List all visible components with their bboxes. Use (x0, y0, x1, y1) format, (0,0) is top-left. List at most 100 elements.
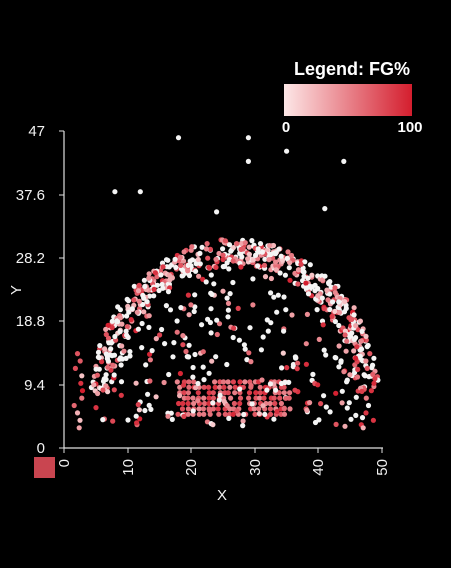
data-point (185, 400, 191, 407)
data-point (180, 400, 186, 407)
data-point (227, 411, 233, 417)
data-point (237, 386, 243, 392)
data-point (185, 390, 191, 396)
data-point (242, 346, 248, 352)
data-point (169, 416, 175, 422)
data-point (303, 280, 309, 286)
data-point (99, 359, 105, 365)
data-point (225, 314, 231, 320)
data-point (103, 331, 109, 338)
data-point (240, 423, 246, 429)
data-point (213, 354, 219, 360)
data-point (267, 381, 273, 387)
data-point (214, 209, 220, 215)
data-point (167, 307, 174, 313)
data-point (112, 189, 118, 195)
data-point (262, 411, 268, 417)
data-point (271, 294, 277, 300)
data-point (105, 364, 111, 370)
data-point (110, 418, 116, 424)
data-point (351, 305, 357, 311)
y-tick-label: 9.4 (24, 377, 45, 394)
data-point (336, 309, 342, 316)
data-point (185, 395, 191, 401)
data-point (135, 402, 141, 408)
data-point (276, 246, 282, 252)
data-point (79, 388, 86, 394)
data-point (175, 411, 181, 417)
data-point (315, 293, 321, 299)
data-point (246, 350, 252, 356)
data-point (322, 206, 328, 212)
data-point (118, 362, 124, 368)
data-point (353, 394, 359, 400)
data-point (172, 256, 178, 262)
data-point (332, 318, 338, 325)
data-point (228, 395, 234, 401)
data-point (253, 390, 259, 396)
data-point (124, 324, 130, 330)
data-point (363, 395, 369, 401)
data-point (225, 307, 231, 313)
data-point (339, 388, 345, 394)
data-point (330, 299, 336, 305)
data-point (123, 328, 129, 334)
y-tick-label: 37.6 (16, 187, 45, 204)
data-point (139, 345, 145, 351)
data-point (78, 380, 84, 386)
data-point (79, 373, 85, 379)
data-point (146, 271, 152, 277)
data-point (245, 135, 251, 141)
data-point (353, 355, 359, 361)
data-point (288, 252, 295, 259)
data-point (111, 372, 117, 378)
data-point (174, 379, 180, 385)
data-point (258, 347, 264, 353)
data-point (181, 249, 187, 255)
data-point (289, 312, 295, 318)
data-point (201, 384, 207, 390)
y-tick-label: 0 (37, 440, 45, 457)
data-point (105, 358, 111, 364)
data-point (185, 268, 191, 274)
data-point (195, 256, 201, 263)
data-point (339, 400, 345, 406)
data-point (215, 406, 221, 412)
data-point (363, 333, 369, 339)
data-point (303, 341, 309, 347)
data-point (93, 366, 99, 372)
data-point (281, 405, 287, 411)
y-axis-title: Y (8, 285, 25, 295)
data-point (119, 321, 125, 327)
data-point (212, 384, 218, 390)
y-ticks: 0 9.4 18.8 28.2 37.6 47 (16, 123, 64, 457)
data-point (152, 270, 158, 276)
data-point (224, 295, 230, 301)
data-point (222, 238, 228, 244)
data-point (286, 379, 292, 385)
data-point (257, 384, 263, 390)
data-point (144, 299, 150, 305)
data-point (214, 317, 220, 323)
data-point (278, 253, 284, 259)
data-point (304, 311, 310, 317)
data-point (250, 302, 256, 308)
data-point (341, 369, 347, 375)
data-point (325, 297, 331, 303)
data-point (342, 299, 348, 305)
data-point (268, 251, 274, 258)
data-point (220, 288, 226, 294)
data-point (96, 355, 102, 361)
data-point (204, 241, 210, 247)
data-point (295, 267, 301, 273)
data-point (336, 364, 342, 370)
data-point (371, 380, 377, 386)
data-point (146, 313, 152, 319)
data-point (279, 365, 285, 371)
data-point (266, 257, 272, 263)
data-point (200, 349, 206, 355)
data-point (205, 316, 211, 322)
data-point (371, 355, 377, 361)
data-point (237, 379, 243, 385)
data-point (95, 390, 101, 397)
